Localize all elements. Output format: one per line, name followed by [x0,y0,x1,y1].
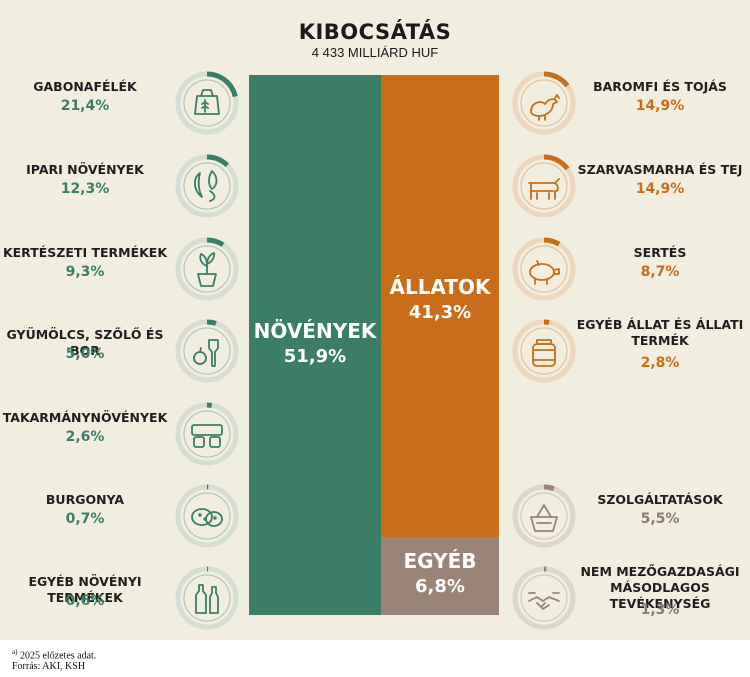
right-item-name: SZARVASMARHA ÉS TEJ [577,162,743,177]
basket-icon-svg [512,484,576,548]
left-item-name: TAKARMÁNYNÖVÉNYEK [2,410,168,425]
right-item-value: 2,8% [640,355,680,371]
bar-label-plants: NÖVÉNYEK 51,9% [249,318,381,370]
fruit-wine-icon-svg [175,319,239,383]
plants-label: NÖVÉNYEK [253,319,377,343]
left-item-value: 5,0% [65,346,105,362]
other-label: EGYÉB [403,549,477,573]
industrial-plants-icon-svg [175,154,239,218]
right-item-name: BAROMFI ÉS TOJÁS [593,79,727,94]
handshake-icon [509,563,579,633]
industrial-plants-icon [172,151,242,221]
bottles-icon [172,563,242,633]
potted-plant-icon-svg [175,237,239,301]
chicken-icon [509,68,579,138]
hay-bales-icon-svg [175,402,239,466]
honey-jar-icon-svg [512,319,576,383]
right-item-value: 14,9% [635,98,685,114]
left-item-name: KERTÉSZETI TERMÉKEK [2,245,168,260]
chicken-icon-svg [512,71,576,135]
right-item-value: 8,7% [640,264,680,280]
left-item-name: EGYÉB NÖVÉNYI TERMÉKEK [28,574,142,605]
animals-label: ÁLLATOK [389,275,491,299]
cow-icon [509,151,579,221]
left-item-name: GYÜMÖLCS, SZŐLŐ ÉS BOR [6,327,164,358]
footnote-text: 2025 előzetes adat. [19,650,97,662]
bottles-icon-svg [175,566,239,630]
right-item-name: SZOLGÁLTATÁSOK [597,492,723,507]
potato-icon [172,481,242,551]
right-item-value: 1,3% [640,602,680,618]
footnote-marker: a) [12,648,18,656]
fruit-wine-icon [172,316,242,386]
pig-icon-svg [512,237,576,301]
left-item-value: 2,6% [65,429,105,445]
other-value: 6,8% [415,576,465,597]
right-item-name: SERTÉS [633,245,687,260]
footnote: a) 2025 előzetes adat. [12,648,96,661]
right-item-value: 14,9% [635,181,685,197]
right-item-name: EGYÉB ÁLLAT ÉS ÁLLATI TERMÉK [576,317,744,348]
handshake-icon-svg [512,566,576,630]
left-item-value: 0,6% [65,593,105,609]
source-note: Forrás: AKI, KSH [12,661,86,672]
plants-value: 51,9% [283,346,347,367]
left-item-value: 12,3% [60,181,110,197]
bar-label-other: EGYÉB 6,8% [381,548,499,600]
left-item-name: GABONAFÉLÉK [33,79,137,94]
basket-icon [509,481,579,551]
chart-title: KIBOCSÁTÁS [298,20,452,44]
bar-animals [381,75,499,537]
bar-other [381,537,499,615]
grain-sack-icon [172,68,242,138]
left-item-name: BURGONYA [45,492,125,507]
honey-jar-icon [509,316,579,386]
chart-subtitle: 4 433 MILLIÁRD HUF [311,45,439,60]
potato-icon-svg [175,484,239,548]
pig-icon [509,234,579,304]
animals-value: 41,3% [408,302,472,323]
hay-bales-icon [172,399,242,469]
right-item-name: NEM MEZŐGAZDASÁGI MÁSODLAGOS TEVÉKENYSÉG [580,564,740,611]
cow-icon-svg [512,154,576,218]
potted-plant-icon [172,234,242,304]
grain-sack-icon-svg [175,71,239,135]
left-item-value: 9,3% [65,264,105,280]
bar-plants [249,75,381,615]
left-item-value: 0,7% [65,511,105,527]
left-item-name: IPARI NÖVÉNYEK [26,162,144,177]
left-item-value: 21,4% [60,98,110,114]
right-item-value: 5,5% [640,511,680,527]
bar-label-animals: ÁLLATOK 41,3% [381,274,499,326]
